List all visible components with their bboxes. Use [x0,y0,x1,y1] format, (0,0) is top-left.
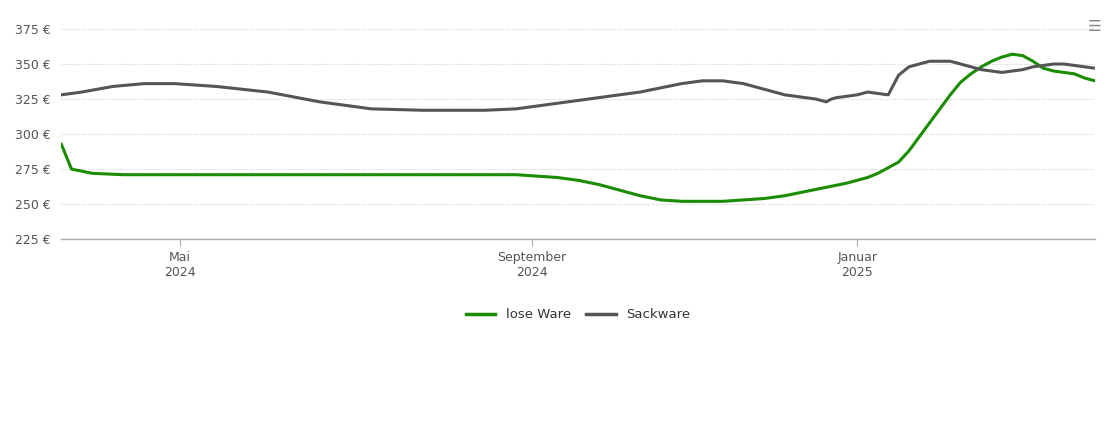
Legend: lose Ware, Sackware: lose Ware, Sackware [461,303,696,327]
Text: ☰: ☰ [1088,19,1101,34]
